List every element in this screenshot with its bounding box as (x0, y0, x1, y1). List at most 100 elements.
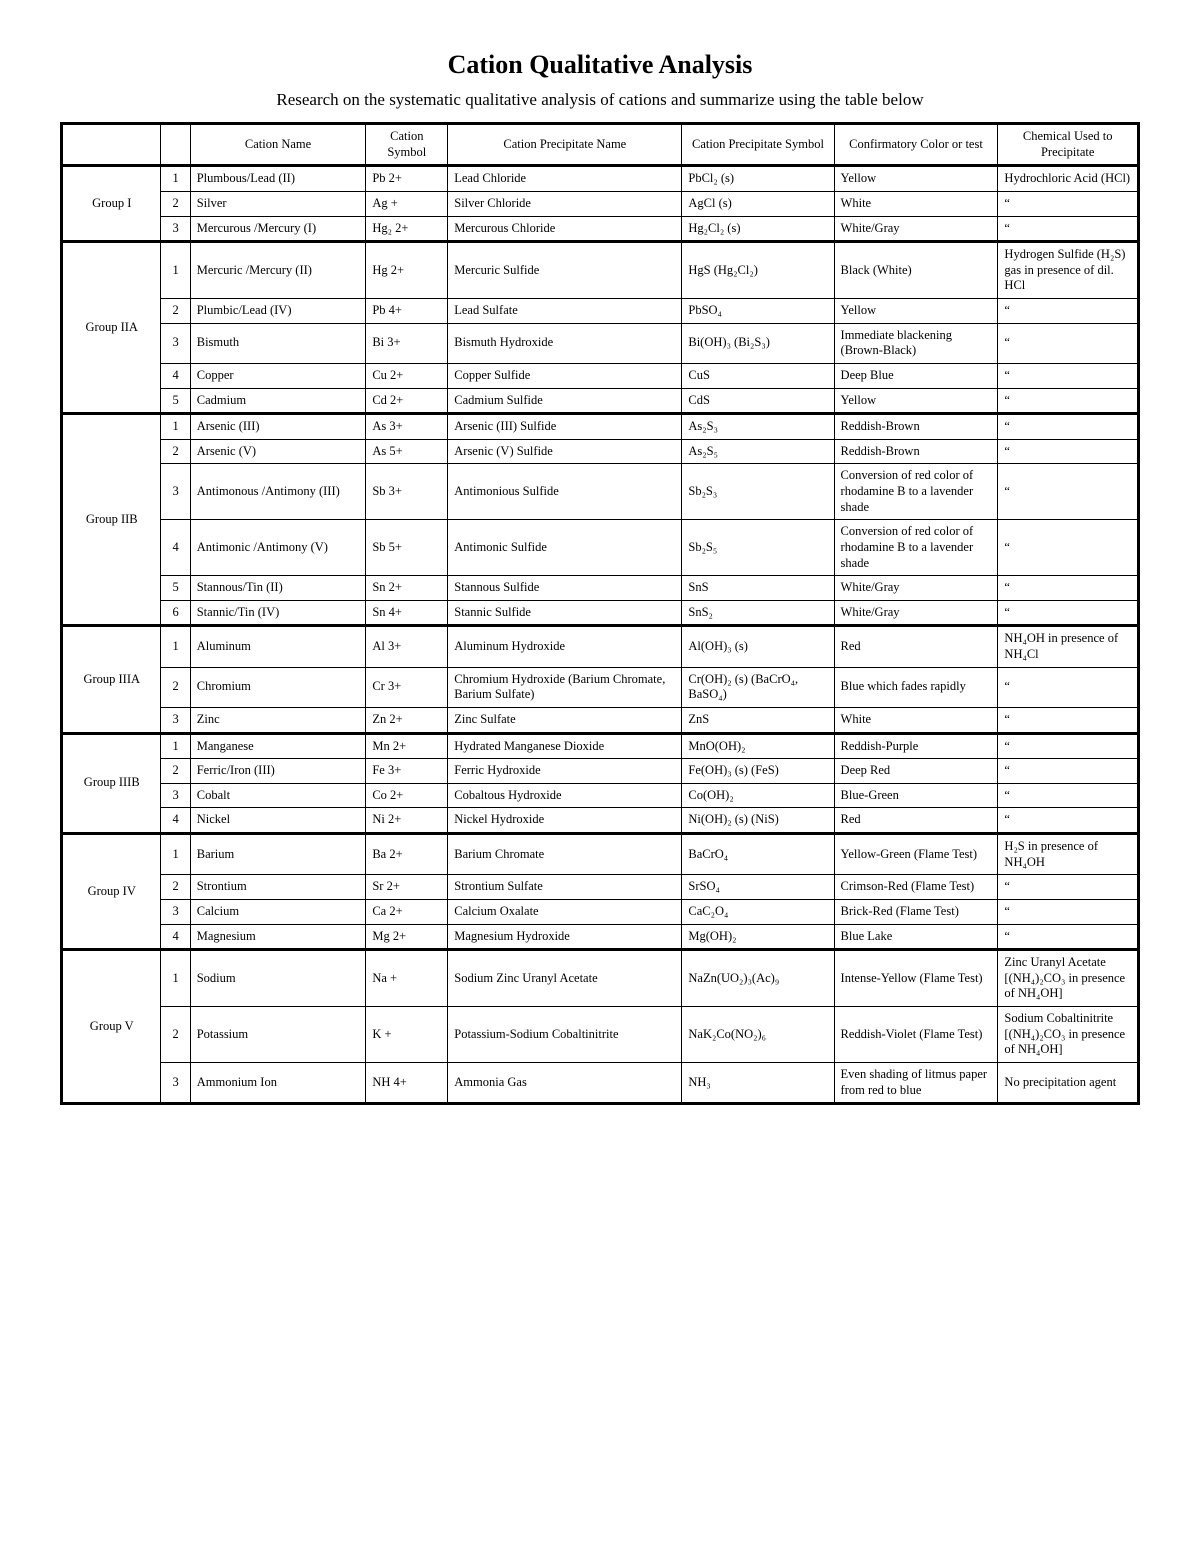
table-row: 5Stannous/Tin (II)Sn 2+Stannous SulfideS… (62, 576, 1139, 601)
row-number: 2 (161, 759, 190, 784)
precipitate-symbol: Al(OH)₃ (s) (682, 626, 834, 667)
precipitate-name: Zinc Sulfate (448, 707, 682, 733)
confirmatory-color: White/Gray (834, 600, 998, 626)
precipitate-symbol: MnO(OH)₂ (682, 733, 834, 759)
cation-name: Zinc (190, 707, 366, 733)
row-number: 6 (161, 600, 190, 626)
precipitate-name: Lead Chloride (448, 166, 682, 192)
chemical-used: “ (998, 191, 1139, 216)
cation-name: Ferric/Iron (III) (190, 759, 366, 784)
precipitate-name: Copper Sulfide (448, 363, 682, 388)
table-row: 3Mercurous /Mercury (I)Hg₂ 2+Mercurous C… (62, 216, 1139, 242)
precipitate-symbol: NH₃ (682, 1062, 834, 1103)
confirmatory-color: Black (White) (834, 242, 998, 299)
chemical-used: “ (998, 707, 1139, 733)
chemical-used: NH₄OH in presence of NH₄Cl (998, 626, 1139, 667)
cation-name: Silver (190, 191, 366, 216)
chemical-used: “ (998, 464, 1139, 520)
cation-name: Barium (190, 834, 366, 875)
table-row: 3ZincZn 2+Zinc SulfateZnSWhite“ (62, 707, 1139, 733)
confirmatory-color: Brick-Red (Flame Test) (834, 899, 998, 924)
row-number: 2 (161, 875, 190, 900)
precipitate-symbol: NaZn(UO₂)₃(Ac)₉ (682, 950, 834, 1007)
precipitate-symbol: As₂S₅ (682, 439, 834, 464)
header-color: Confirmatory Color or test (834, 124, 998, 166)
cation-name: Cobalt (190, 783, 366, 808)
table-row: 6Stannic/Tin (IV)Sn 4+Stannic SulfideSnS… (62, 600, 1139, 626)
precipitate-symbol: Hg₂Cl₂ (s) (682, 216, 834, 242)
confirmatory-color: Reddish-Violet (Flame Test) (834, 1007, 998, 1063)
precipitate-name: Hydrated Manganese Dioxide (448, 733, 682, 759)
precipitate-name: Strontium Sulfate (448, 875, 682, 900)
confirmatory-color: White/Gray (834, 216, 998, 242)
header-num (161, 124, 190, 166)
group-label: Group IIIB (62, 733, 161, 834)
precipitate-name: Ferric Hydroxide (448, 759, 682, 784)
table-row: 3Antimonous /Antimony (III)Sb 3+Antimoni… (62, 464, 1139, 520)
confirmatory-color: Yellow (834, 388, 998, 414)
confirmatory-color: Reddish-Purple (834, 733, 998, 759)
cation-name: Stannous/Tin (II) (190, 576, 366, 601)
table-row: 4CopperCu 2+Copper SulfideCuSDeep Blue“ (62, 363, 1139, 388)
precipitate-symbol: AgCl (s) (682, 191, 834, 216)
cation-name: Plumbous/Lead (II) (190, 166, 366, 192)
precipitate-name: Aluminum Hydroxide (448, 626, 682, 667)
confirmatory-color: Reddish-Brown (834, 439, 998, 464)
chemical-used: “ (998, 667, 1139, 707)
confirmatory-color: White (834, 707, 998, 733)
cation-table: Cation Name Cation Symbol Cation Precipi… (60, 122, 1140, 1105)
row-number: 1 (161, 626, 190, 667)
precipitate-name: Lead Sulfate (448, 299, 682, 324)
row-number: 3 (161, 899, 190, 924)
cation-symbol: As 5+ (366, 439, 448, 464)
cation-symbol: Cu 2+ (366, 363, 448, 388)
cation-symbol: Cr 3+ (366, 667, 448, 707)
precipitate-symbol: Bi(OH)₃ (Bi₂S₃) (682, 323, 834, 363)
precipitate-symbol: As₂S₃ (682, 414, 834, 440)
cation-name: Manganese (190, 733, 366, 759)
confirmatory-color: Even shading of litmus paper from red to… (834, 1062, 998, 1103)
cation-name: Antimonous /Antimony (III) (190, 464, 366, 520)
cation-name: Copper (190, 363, 366, 388)
table-row: 2StrontiumSr 2+Strontium SulfateSrSO₄Cri… (62, 875, 1139, 900)
precipitate-symbol: CdS (682, 388, 834, 414)
cation-name: Plumbic/Lead (IV) (190, 299, 366, 324)
confirmatory-color: White/Gray (834, 576, 998, 601)
group-label: Group IIB (62, 414, 161, 626)
chemical-used: “ (998, 875, 1139, 900)
row-number: 3 (161, 707, 190, 733)
cation-name: Antimonic /Antimony (V) (190, 520, 366, 576)
chemical-used: Hydrochloric Acid (HCl) (998, 166, 1139, 192)
cation-symbol: NH 4+ (366, 1062, 448, 1103)
row-number: 1 (161, 950, 190, 1007)
cation-symbol: Ni 2+ (366, 808, 448, 834)
chemical-used: “ (998, 899, 1139, 924)
row-number: 3 (161, 323, 190, 363)
table-row: 5CadmiumCd 2+Cadmium SulfideCdSYellow“ (62, 388, 1139, 414)
group-label: Group I (62, 166, 161, 242)
row-number: 1 (161, 733, 190, 759)
cation-name: Arsenic (V) (190, 439, 366, 464)
precipitate-symbol: SrSO₄ (682, 875, 834, 900)
precipitate-symbol: HgS (Hg₂Cl₂) (682, 242, 834, 299)
cation-name: Mercuric /Mercury (II) (190, 242, 366, 299)
confirmatory-color: Conversion of red color of rhodamine B t… (834, 464, 998, 520)
chemical-used: No precipitation agent (998, 1062, 1139, 1103)
table-row: 4NickelNi 2+Nickel HydroxideNi(OH)₂ (s) … (62, 808, 1139, 834)
row-number: 5 (161, 388, 190, 414)
chemical-used: Zinc Uranyl Acetate [(NH₄)₂CO₃ in presen… (998, 950, 1139, 1007)
cation-name: Chromium (190, 667, 366, 707)
row-number: 1 (161, 166, 190, 192)
row-number: 2 (161, 299, 190, 324)
chemical-used: H₂S in presence of NH₄OH (998, 834, 1139, 875)
table-header-row: Cation Name Cation Symbol Cation Precipi… (62, 124, 1139, 166)
chemical-used: “ (998, 216, 1139, 242)
row-number: 3 (161, 1062, 190, 1103)
precipitate-symbol: SnS₂ (682, 600, 834, 626)
table-row: Group IIIB1ManganeseMn 2+Hydrated Mangan… (62, 733, 1139, 759)
cation-name: Cadmium (190, 388, 366, 414)
row-number: 4 (161, 520, 190, 576)
table-row: 2Ferric/Iron (III)Fe 3+Ferric HydroxideF… (62, 759, 1139, 784)
precipitate-name: Barium Chromate (448, 834, 682, 875)
table-row: 3BismuthBi 3+Bismuth HydroxideBi(OH)₃ (B… (62, 323, 1139, 363)
